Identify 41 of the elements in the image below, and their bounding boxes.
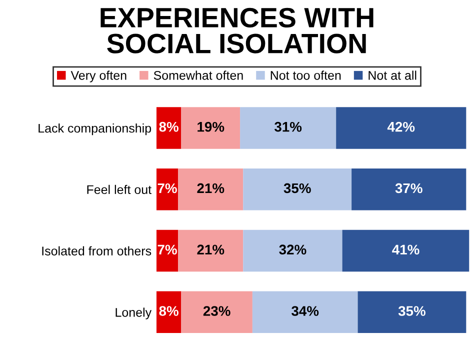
data-label: 41%	[392, 244, 420, 254]
legend-label: Not too often	[270, 70, 341, 80]
legend-label: Not at all	[368, 70, 416, 80]
bar	[156, 291, 182, 334]
bar	[243, 230, 342, 272]
y-tick-label: Isolated from others	[42, 246, 152, 256]
bar	[181, 291, 252, 334]
data-label: 32%	[279, 244, 306, 255]
data-label: 7%	[158, 183, 177, 194]
bar	[178, 168, 244, 210]
bar	[336, 107, 466, 149]
bar	[358, 291, 466, 334]
data-label: 31%	[274, 122, 302, 132]
bar	[243, 168, 352, 210]
data-label: 21%	[197, 183, 224, 194]
legend-label: Somewhat often	[154, 70, 243, 80]
bar	[156, 230, 178, 272]
bar	[240, 107, 336, 149]
data-label: 35%	[284, 183, 311, 194]
bar	[156, 168, 178, 210]
chart-title: EXPERIENCES WITH SOCIAL ISOLATION	[100, 8, 374, 54]
data-label: 19%	[198, 122, 224, 132]
legend-label: Very often	[70, 70, 126, 82]
data-label: 37%	[395, 183, 422, 194]
y-tick-label: Lonely	[116, 308, 152, 320]
data-label: 8%	[159, 122, 178, 132]
bar	[181, 107, 240, 149]
bar	[156, 107, 182, 149]
y-tick-label: Lack companionship	[38, 123, 152, 136]
data-label: 7%	[158, 244, 177, 254]
data-label: 35%	[398, 306, 426, 316]
data-label: 42%	[387, 122, 415, 132]
y-tick-label: Feel left out	[87, 184, 152, 194]
data-label: 8%	[159, 306, 178, 316]
data-label: 34%	[292, 306, 319, 316]
data-label: 21%	[197, 244, 224, 254]
bar	[352, 168, 466, 210]
data-label: 23%	[203, 306, 230, 316]
bar	[252, 291, 358, 334]
bar	[342, 230, 470, 272]
bar	[178, 230, 244, 272]
